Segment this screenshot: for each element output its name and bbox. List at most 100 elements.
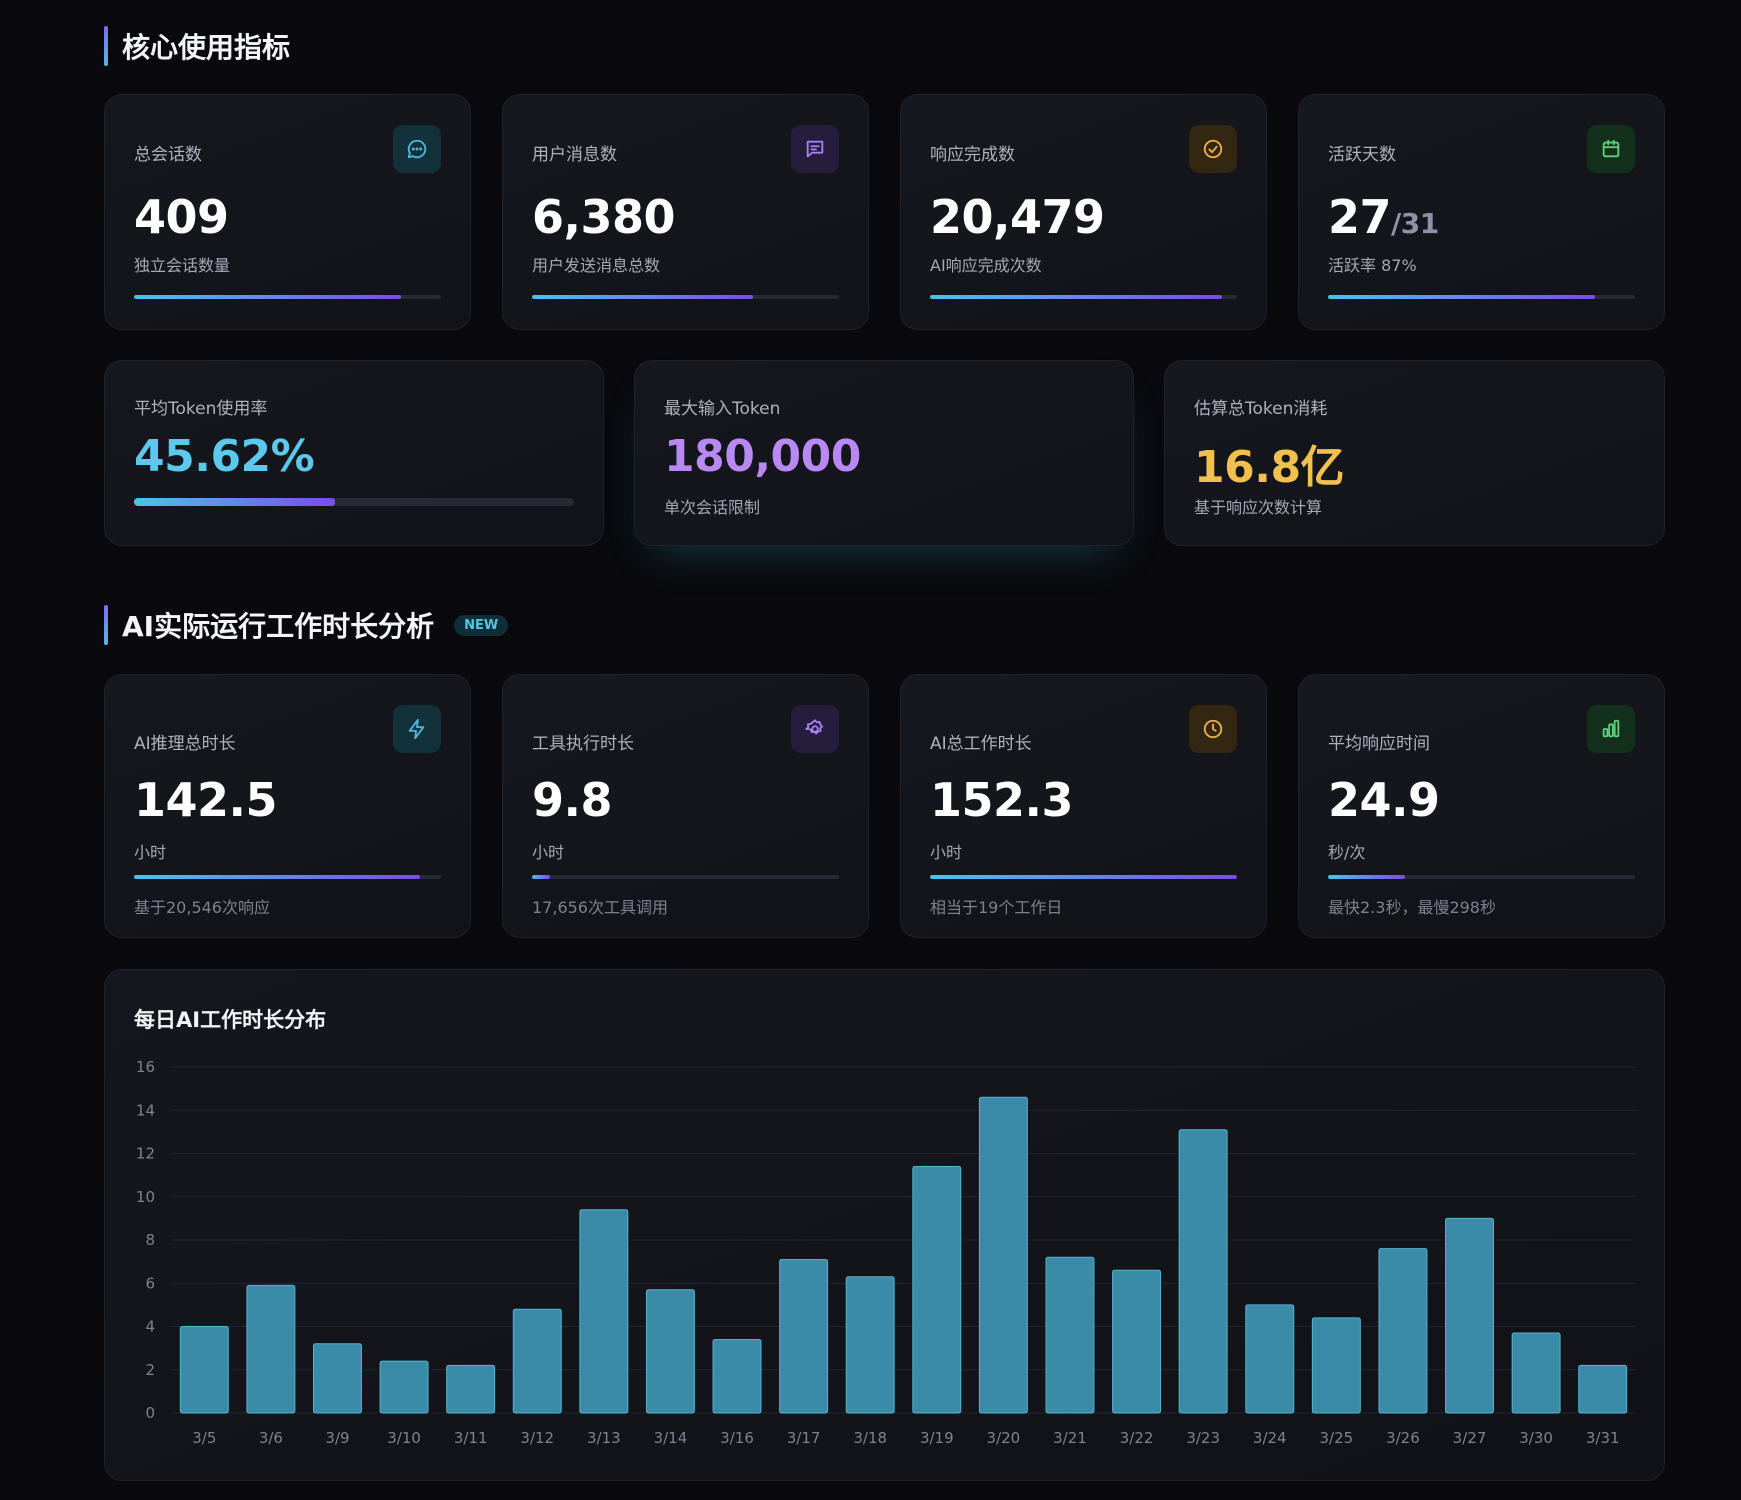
metric-label: 最大输入Token: [664, 399, 781, 419]
bar: [1378, 1248, 1428, 1414]
metric-progress: [134, 875, 441, 879]
x-tick-label: 3/26: [1386, 1429, 1420, 1447]
metric-progress: [532, 295, 839, 299]
metric-foot: 相当于19个工作日: [930, 898, 1063, 917]
x-tick-label: 3/19: [920, 1429, 954, 1447]
bar: [645, 1289, 695, 1414]
x-tick-label: 3/23: [1186, 1429, 1220, 1447]
metric-label: AI总工作时长: [930, 734, 1032, 754]
bar: [446, 1364, 496, 1414]
metric-sub: 基于响应次数计算: [1194, 498, 1323, 517]
y-tick-label: 2: [145, 1361, 155, 1379]
bar: [379, 1360, 429, 1414]
bar: [1112, 1269, 1162, 1414]
metric-value-number: 20,479: [930, 190, 1105, 244]
progress-fill: [134, 498, 335, 506]
metric-sub: 小时: [532, 843, 565, 862]
x-tick-label: 3/31: [1586, 1429, 1620, 1447]
metric-sub: 秒/次: [1328, 843, 1366, 862]
bar: [712, 1338, 762, 1414]
bar: [1245, 1304, 1295, 1414]
metric-sub: 小时: [930, 843, 963, 862]
metric-label: 工具执行时长: [532, 734, 634, 754]
metric-value: 142.5: [134, 773, 278, 827]
message-icon: [791, 125, 839, 173]
bar: [845, 1276, 895, 1414]
metric-card-calendar: 活跃天数 27/31 活跃率 87%: [1298, 94, 1665, 330]
x-tick-label: 3/12: [520, 1429, 554, 1447]
metric-value: 16.8亿: [1194, 442, 1345, 493]
metric-value-number: 142.5: [134, 773, 278, 827]
bar: [512, 1308, 562, 1414]
metric-card-clock: AI总工作时长 152.3 小时 相当于19个工作日: [900, 674, 1267, 938]
bar: [779, 1258, 829, 1414]
y-tick-label: 12: [136, 1145, 155, 1163]
metric-sub: 小时: [134, 843, 167, 862]
y-tick-label: 4: [145, 1318, 155, 1336]
metric-foot: 17,656次工具调用: [532, 898, 668, 917]
section-title-core-metrics: 核心使用指标: [104, 26, 290, 66]
bar: [1445, 1217, 1494, 1414]
metric-label: 平均响应时间: [1328, 734, 1430, 754]
x-tick-label: 3/25: [1319, 1429, 1353, 1447]
metric-label: 响应完成数: [930, 145, 1015, 165]
progress-fill: [930, 295, 1222, 299]
y-tick-label: 8: [145, 1231, 155, 1249]
section-title-ai-runtime: AI实际运行工作时长分析 NEW: [104, 605, 509, 645]
x-tick-label: 3/17: [787, 1429, 821, 1447]
bar: [1045, 1256, 1095, 1414]
bar: [579, 1209, 629, 1414]
metric-sub: 单次会话限制: [664, 498, 761, 517]
x-tick-label: 3/18: [853, 1429, 887, 1447]
metric-progress: [1328, 875, 1635, 879]
metric-value-number: 9.8: [532, 773, 613, 827]
y-tick-label: 14: [136, 1101, 155, 1119]
check-circle-icon: [1189, 125, 1237, 173]
metric-value-suffix: /31: [1391, 207, 1439, 240]
bar: [313, 1343, 362, 1414]
daily-ai-hours-chart-card: 每日AI工作时长分布 0 2 4 6 8 10 12 14 16 3/5 3/6 3/9 3/10 3/1…: [104, 969, 1665, 1481]
x-tick-label: 3/16: [720, 1429, 754, 1447]
token-usage-progress: [134, 498, 574, 506]
metric-progress: [930, 295, 1237, 299]
metric-value-number: 27: [1328, 190, 1392, 244]
bar: [179, 1326, 229, 1414]
metric-value: 45.62%: [134, 431, 315, 482]
clock-icon: [1189, 705, 1237, 753]
bar: [246, 1284, 296, 1414]
metric-sub: AI响应完成次数: [930, 256, 1042, 275]
section-accent-bar: [104, 26, 108, 66]
metric-progress: [532, 875, 839, 879]
y-tick-label: 10: [136, 1188, 155, 1206]
progress-fill: [532, 295, 754, 299]
metric-card-check-circle: 响应完成数 20,479 AI响应完成次数: [900, 94, 1267, 330]
y-tick-label: 6: [145, 1274, 155, 1292]
bar-chart-icon: [1587, 705, 1635, 753]
metric-label: 估算总Token消耗: [1194, 399, 1328, 419]
metric-progress: [134, 295, 441, 299]
progress-fill: [930, 875, 1237, 879]
metric-value-number: 409: [134, 190, 229, 244]
metric-label: AI推理总时长: [134, 734, 236, 754]
metric-label: 平均Token使用率: [134, 399, 268, 419]
new-badge: NEW: [454, 614, 509, 636]
metric-sub: 活跃率 87%: [1328, 256, 1417, 275]
metric-value: 152.3: [930, 773, 1074, 827]
x-tick-label: 3/6: [259, 1429, 283, 1447]
section-accent-bar: [104, 605, 108, 645]
progress-fill: [1328, 875, 1405, 879]
card-max-input-token: 最大输入Token 180,000 单次会话限制: [634, 360, 1134, 546]
chat-icon: [393, 125, 441, 173]
metric-card-message: 用户消息数 6,380 用户发送消息总数: [502, 94, 869, 330]
metric-card-chat: 总会话数 409 独立会话数量: [104, 94, 471, 330]
metric-card-gear: 工具执行时长 9.8 小时 17,656次工具调用: [502, 674, 869, 938]
metric-foot: 最快2.3秒，最慢298秒: [1328, 898, 1496, 917]
metric-progress: [1328, 295, 1635, 299]
bar: [1511, 1332, 1561, 1414]
y-tick-label: 16: [136, 1058, 155, 1076]
progress-fill: [134, 295, 402, 299]
x-tick-label: 3/20: [987, 1429, 1021, 1447]
metric-label: 活跃天数: [1328, 145, 1396, 165]
bar: [912, 1165, 962, 1414]
metric-card-bar-chart: 平均响应时间 24.9 秒/次 最快2.3秒，最慢298秒: [1298, 674, 1665, 938]
